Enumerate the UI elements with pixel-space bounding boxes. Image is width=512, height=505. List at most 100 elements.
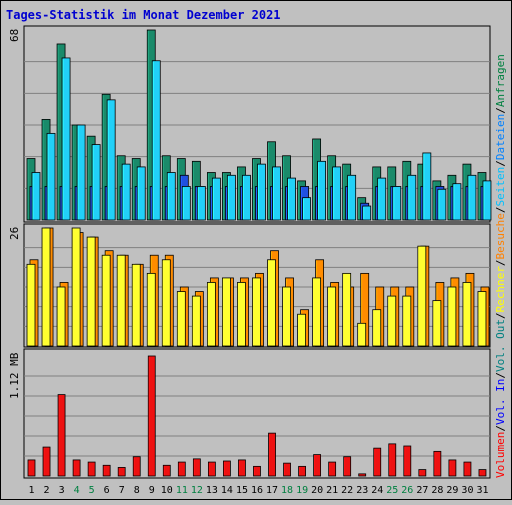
- series-rechner: [26, 227, 487, 347]
- x-tick-label: 7: [119, 485, 125, 496]
- panel-top: 68: [8, 25, 492, 223]
- bar-bottom-21: [328, 461, 337, 477]
- x-tick-label: 3: [59, 485, 65, 496]
- legend-entry: Dateien: [494, 114, 507, 160]
- series-volumen: [27, 355, 487, 477]
- bar-middle-19: [297, 313, 306, 347]
- bar-middle-13: [206, 282, 216, 347]
- x-tick-label: 4: [74, 485, 80, 496]
- right-legend: Volumen/Vol. In/Vol. Out/Rechner/Besuche…: [494, 54, 507, 478]
- bar-bottom-4: [72, 459, 81, 477]
- bar-bottom-31: [478, 469, 487, 477]
- bar-bottom-7: [117, 467, 126, 477]
- chart-title: Tages-Statistik im Monat Dezember 2021: [6, 8, 281, 22]
- bar-middle-17: [267, 259, 276, 347]
- bar-bottom-22: [343, 456, 352, 477]
- panel-bottom: 1.12 MB: [8, 348, 491, 479]
- bar-middle-26: [402, 295, 412, 347]
- bar-bottom-9: [147, 355, 156, 477]
- x-tick-label: 20: [311, 485, 323, 496]
- bar-top-28: [437, 188, 447, 221]
- bar-top-31: [482, 180, 492, 221]
- x-tick-label: 28: [431, 485, 443, 496]
- bar-bottom-13: [207, 461, 216, 477]
- bar-middle-28: [432, 300, 442, 347]
- bar-top-17: [272, 166, 281, 221]
- legend-entry: Besuche: [494, 213, 507, 259]
- legend-entry: Volumen: [494, 432, 507, 478]
- bar-top-27: [422, 152, 432, 221]
- bar-bottom-24: [373, 447, 382, 477]
- bar-middle-31: [477, 291, 487, 347]
- x-tick-label: 19: [296, 485, 308, 496]
- bar-top-23: [362, 205, 372, 221]
- bar-middle-9: [146, 272, 156, 347]
- bar-top-5: [91, 144, 101, 221]
- bar-middle-1: [26, 263, 36, 347]
- bar-middle-20: [312, 277, 322, 347]
- bar-middle-30: [462, 282, 472, 347]
- bar-bottom-23: [358, 473, 367, 477]
- bar-bottom-19: [298, 465, 306, 477]
- bar-top-26: [407, 174, 417, 221]
- scale-label: 26: [8, 227, 21, 240]
- bar-bottom-1: [27, 459, 36, 477]
- bar-bottom-5: [87, 461, 96, 477]
- bar-middle-29: [447, 286, 457, 347]
- bar-middle-25: [387, 295, 397, 347]
- x-tick-label: 30: [461, 485, 473, 496]
- x-tick-label: 5: [89, 485, 95, 496]
- bar-top-14: [227, 174, 236, 221]
- bar-top-25: [392, 186, 402, 221]
- bar-middle-12: [191, 295, 201, 347]
- panel-frame: [23, 348, 491, 479]
- bar-middle-24: [372, 309, 382, 347]
- bar-top-13: [211, 177, 221, 221]
- x-tick-label: 16: [251, 485, 263, 496]
- bar-bottom-10: [162, 464, 171, 477]
- bar-top-20: [317, 160, 327, 221]
- bar-bottom-28: [433, 450, 442, 477]
- bar-middle-5: [86, 236, 96, 347]
- panel-middle: 26: [8, 223, 491, 348]
- scale-label: 1.12 MB: [8, 352, 21, 399]
- x-tick-label: 27: [416, 485, 428, 496]
- legend-separator: /: [494, 425, 507, 432]
- bar-top-6: [106, 99, 116, 221]
- legend-separator: /: [494, 160, 507, 167]
- legend-separator: /: [494, 259, 507, 266]
- scale-label: 68: [8, 29, 21, 42]
- x-tick-label: 14: [221, 485, 233, 496]
- bar-middle-14: [222, 277, 231, 347]
- bar-middle-16: [252, 277, 261, 347]
- bar-top-3: [61, 57, 71, 221]
- bar-bottom-20: [313, 454, 322, 477]
- bar-bottom-27: [418, 469, 427, 477]
- x-tick-label: 25: [386, 485, 398, 496]
- bar-bottom-15: [238, 459, 246, 477]
- bar-bottom-16: [253, 465, 261, 477]
- bar-bottom-17: [268, 432, 276, 477]
- bar-middle-6: [101, 254, 111, 347]
- bar-middle-22: [342, 272, 352, 347]
- bar-bottom-14: [223, 460, 231, 477]
- bar-top-10: [166, 172, 176, 221]
- bar-middle-8: [131, 263, 141, 347]
- legend-separator: /: [494, 372, 507, 379]
- bar-top-2: [46, 132, 56, 221]
- bar-top-30: [467, 174, 477, 221]
- bar-top-24: [377, 177, 387, 221]
- x-tick-label: 29: [446, 485, 458, 496]
- bar-middle-18: [282, 286, 291, 347]
- bar-middle-11: [176, 291, 186, 347]
- bar-top-18: [287, 177, 296, 221]
- legend-separator: /: [494, 312, 507, 319]
- bar-top-21: [332, 166, 342, 221]
- legend-entry: Vol. In: [494, 379, 507, 425]
- bar-middle-23: [357, 322, 367, 347]
- bar-top-4: [76, 124, 86, 221]
- bar-top-11: [181, 186, 191, 221]
- x-tick-label: 12: [191, 485, 203, 496]
- bar-top-15: [242, 174, 251, 221]
